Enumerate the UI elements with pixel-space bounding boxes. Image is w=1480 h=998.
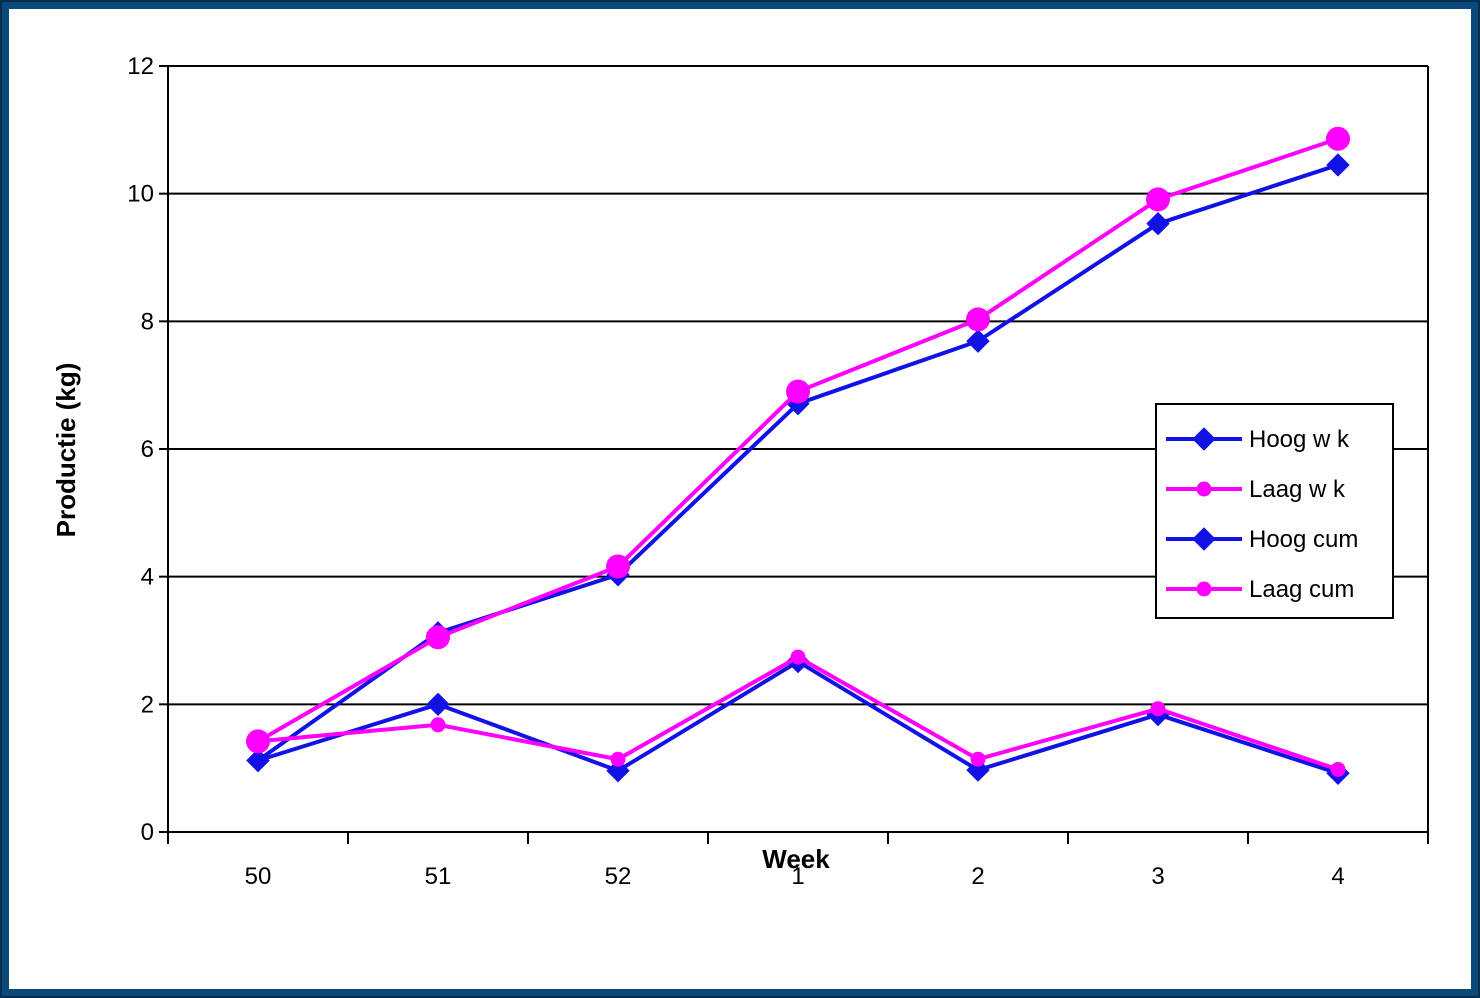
- legend-entry-hoog-w-k: Hoog w k: [1166, 426, 1350, 453]
- gridlines: [168, 65, 1428, 706]
- data-point-hoog-cum: [966, 329, 990, 353]
- data-point-laag-w-k: [790, 649, 806, 665]
- data-point-laag-cum: [606, 554, 630, 579]
- legend-swatch-marker: [1196, 581, 1212, 597]
- legend-label: Laag cum: [1249, 576, 1354, 603]
- series-line-hoog-w-k: [257, 659, 1339, 776]
- legend-entry-laag-w-k: Laag w k: [1166, 476, 1346, 503]
- data-point-laag-cum: [1146, 187, 1170, 212]
- legend-entry-hoog-cum: Hoog cum: [1166, 526, 1358, 553]
- data-point-laag-cum: [1326, 126, 1350, 151]
- legend-swatch-marker: [1196, 481, 1212, 497]
- x-tick-label-51: 51: [425, 863, 452, 890]
- x-tick-label-2: 2: [971, 863, 984, 890]
- data-point-hoog-cum: [1146, 211, 1170, 236]
- y-tick-label: 2: [141, 691, 154, 718]
- data-point-hoog-w-k: [426, 692, 450, 717]
- legend-swatch-marker: [1192, 527, 1216, 551]
- y-tick-label: 4: [141, 564, 154, 591]
- data-point-laag-cum: [966, 307, 990, 332]
- data-point-hoog-cum: [1326, 153, 1350, 177]
- series-laag-cum: [246, 126, 1350, 754]
- data-point-laag-cum: [786, 379, 810, 404]
- x-tick-label-52: 52: [605, 863, 632, 890]
- series-laag-w-k: [250, 649, 1346, 777]
- y-tick-label: 6: [141, 436, 154, 463]
- x-tick-label-50: 50: [245, 863, 272, 890]
- legend-swatch-marker: [1192, 427, 1216, 451]
- y-tick-label: 0: [141, 819, 154, 846]
- x-tick-label-3: 3: [1151, 863, 1164, 890]
- data-point-hoog-w-k: [606, 759, 630, 783]
- data-point-hoog-w-k: [966, 758, 990, 782]
- data-point-laag-cum: [426, 625, 450, 650]
- y-tick-label: 10: [127, 181, 154, 208]
- legend-label: Hoog cum: [1249, 526, 1358, 553]
- y-axis-title: Productie (kg): [51, 363, 81, 538]
- x-axis-title: Week: [762, 844, 830, 874]
- data-point-laag-w-k: [1330, 761, 1346, 777]
- legend-entry-laag-cum: Laag cum: [1166, 576, 1354, 603]
- y-tick-label: 8: [141, 308, 154, 335]
- y-tick-label: 12: [127, 53, 154, 80]
- x-tick-label-4: 4: [1331, 863, 1344, 890]
- series-group: [246, 126, 1350, 785]
- data-point-laag-w-k: [610, 751, 626, 767]
- series-line-laag-w-k: [257, 655, 1339, 772]
- data-point-laag-w-k: [1150, 701, 1166, 717]
- y-axis-ticks: 0 2 4 6 8 10 12: [127, 53, 168, 846]
- x-axis-ticks: 50 51 52 1 2 3 4: [167, 832, 1429, 890]
- legend-label: Laag w k: [1249, 476, 1346, 503]
- legend: Hoog w k Laag w k Hoog cum Laag cum: [1155, 403, 1394, 619]
- legend-label: Hoog w k: [1249, 426, 1350, 453]
- data-point-laag-w-k: [430, 717, 446, 733]
- x-tick-label-1: 1: [791, 863, 804, 890]
- data-point-laag-w-k: [970, 751, 986, 767]
- data-point-laag-w-k: [250, 733, 266, 749]
- data-point-hoog-w-k: [246, 748, 270, 773]
